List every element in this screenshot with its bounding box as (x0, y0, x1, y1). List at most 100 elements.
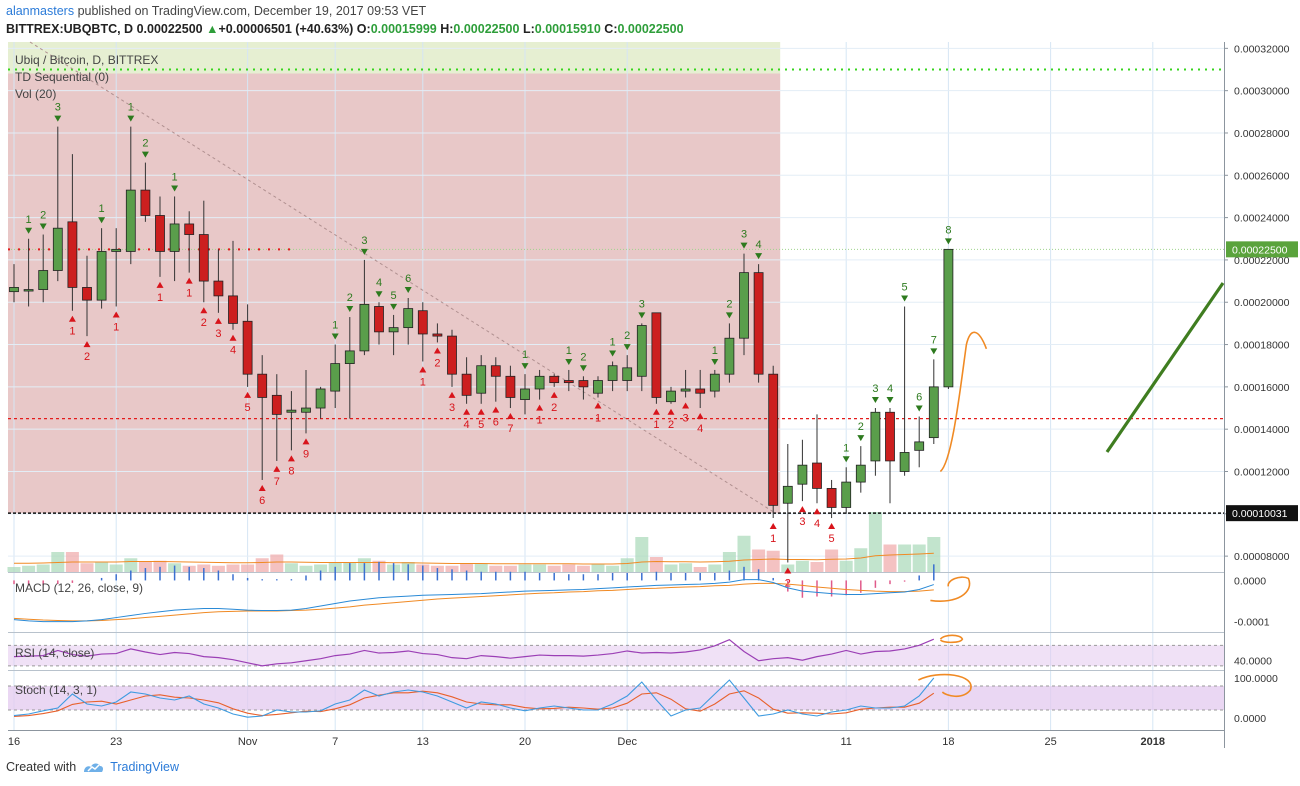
td-count-label: 8 (288, 465, 294, 477)
orange-rsi-circle (939, 634, 964, 644)
td-setup-down-marker (463, 408, 471, 415)
td-setup-down-marker (419, 366, 427, 373)
volume-bar (474, 563, 488, 572)
td-count-label: 1 (99, 203, 105, 215)
candle-body (622, 367, 633, 381)
volume-bar (825, 549, 839, 572)
volume-bar (109, 564, 123, 572)
td-count-label: 2 (551, 402, 557, 414)
candle-body (695, 388, 706, 394)
td-setup-down-marker (185, 277, 193, 284)
candle-body (67, 221, 78, 288)
td-setup-up-marker (901, 295, 909, 302)
support-price-badge (1226, 505, 1298, 522)
price-axis-label: 0.00018000 (1234, 340, 1290, 352)
td-setup-down-marker (784, 567, 792, 574)
td-setup-down-marker (83, 341, 91, 348)
candle-body (739, 272, 749, 339)
td-count-label: 2 (347, 292, 353, 304)
volume-bar (649, 557, 663, 572)
rsi-line (13, 638, 935, 667)
macd-signal-line (13, 582, 934, 622)
td-count-label: 4 (464, 419, 470, 431)
price-axis-label: 0.00014000 (1234, 424, 1290, 436)
candle-body (198, 234, 209, 282)
td-setup-down-marker (813, 508, 821, 515)
candle-body (374, 306, 384, 333)
td-count-label: 6 (916, 391, 922, 403)
td-count-label: 4 (814, 518, 820, 530)
td-setup-up-marker (638, 312, 646, 319)
volume-bar (22, 565, 36, 572)
tradingview-logo-icon (84, 763, 104, 772)
author-link[interactable]: alanmasters (6, 4, 75, 18)
price-axis-label: 0.00028000 (1234, 128, 1290, 140)
bullish-zone-band (8, 42, 781, 74)
td-setup-down-marker (550, 391, 558, 398)
volume-bar (766, 550, 780, 572)
time-axis-label: 13 (417, 736, 429, 748)
orange-stoch-circle (918, 673, 972, 698)
td-count-label: 2 (142, 138, 148, 150)
td-count-label: 1 (653, 419, 659, 431)
td-count-label: 5 (391, 290, 397, 302)
candle-body (870, 411, 881, 462)
td-count-label: 7 (274, 476, 280, 488)
td-count-label: 1 (186, 288, 192, 300)
volume-bar (883, 544, 897, 572)
td-count-label: 1 (595, 412, 601, 424)
candle-body (841, 481, 852, 508)
rsi-label: RSI (14, close) (15, 646, 94, 660)
last-price: 0.00022500 (136, 22, 203, 36)
stoch-label: Stoch (14, 3, 1) (15, 683, 97, 697)
price-axis-label: 0.00020000 (1234, 297, 1290, 309)
green-projection-line (1105, 282, 1225, 453)
td-count-label: 4 (376, 277, 382, 289)
candle-body (257, 373, 268, 398)
td-count-label: 1 (26, 214, 32, 226)
volume-bar (693, 567, 707, 572)
td-setup-down-marker (287, 455, 295, 462)
td-setup-up-marker (609, 350, 617, 357)
candle-body (724, 337, 735, 375)
td-setup-down-marker (477, 408, 485, 415)
candle-body (447, 335, 457, 375)
volume-bar (226, 564, 240, 572)
td-count-label: 2 (668, 419, 674, 431)
candle-body (505, 375, 516, 398)
candle-body (885, 411, 895, 462)
created-with-text: Created with (6, 760, 77, 774)
candle-body (184, 223, 195, 235)
last-price-badge-label: 0.00022500 (1232, 244, 1288, 256)
candle-body (271, 394, 282, 415)
volume-bar (576, 565, 590, 572)
time-axis-label: 11 (840, 736, 851, 748)
candle-body (520, 388, 530, 400)
td-setup-down-marker (594, 402, 602, 409)
published-text: published on TradingView.com, December 1… (77, 4, 427, 18)
candle-body (417, 310, 428, 335)
volume-bar (460, 563, 474, 572)
time-axis-label: 2018 (1141, 736, 1165, 748)
candle-body (169, 223, 180, 252)
tradingview-link[interactable]: TradingView (110, 760, 179, 774)
td-setup-up-marker (623, 344, 631, 351)
td-setup-up-marker (740, 242, 748, 249)
td-count-label: 3 (872, 383, 878, 395)
td-setup-down-marker (156, 281, 164, 288)
td-setup-up-marker (141, 151, 149, 158)
candle-body (228, 295, 238, 324)
h-label: H: (440, 22, 454, 36)
volume-bar (737, 535, 751, 572)
time-axis-label: 7 (332, 736, 338, 748)
td-count-label: 6 (259, 495, 265, 507)
td-setup-up-marker (39, 223, 47, 230)
volume-bar (620, 558, 634, 572)
volume-bar (211, 565, 225, 572)
candle-body (797, 464, 808, 485)
td-count-label: 2 (201, 317, 207, 329)
td-count-label: 2 (726, 298, 732, 310)
td-count-label: 2 (84, 351, 90, 363)
candle-body (23, 289, 34, 292)
